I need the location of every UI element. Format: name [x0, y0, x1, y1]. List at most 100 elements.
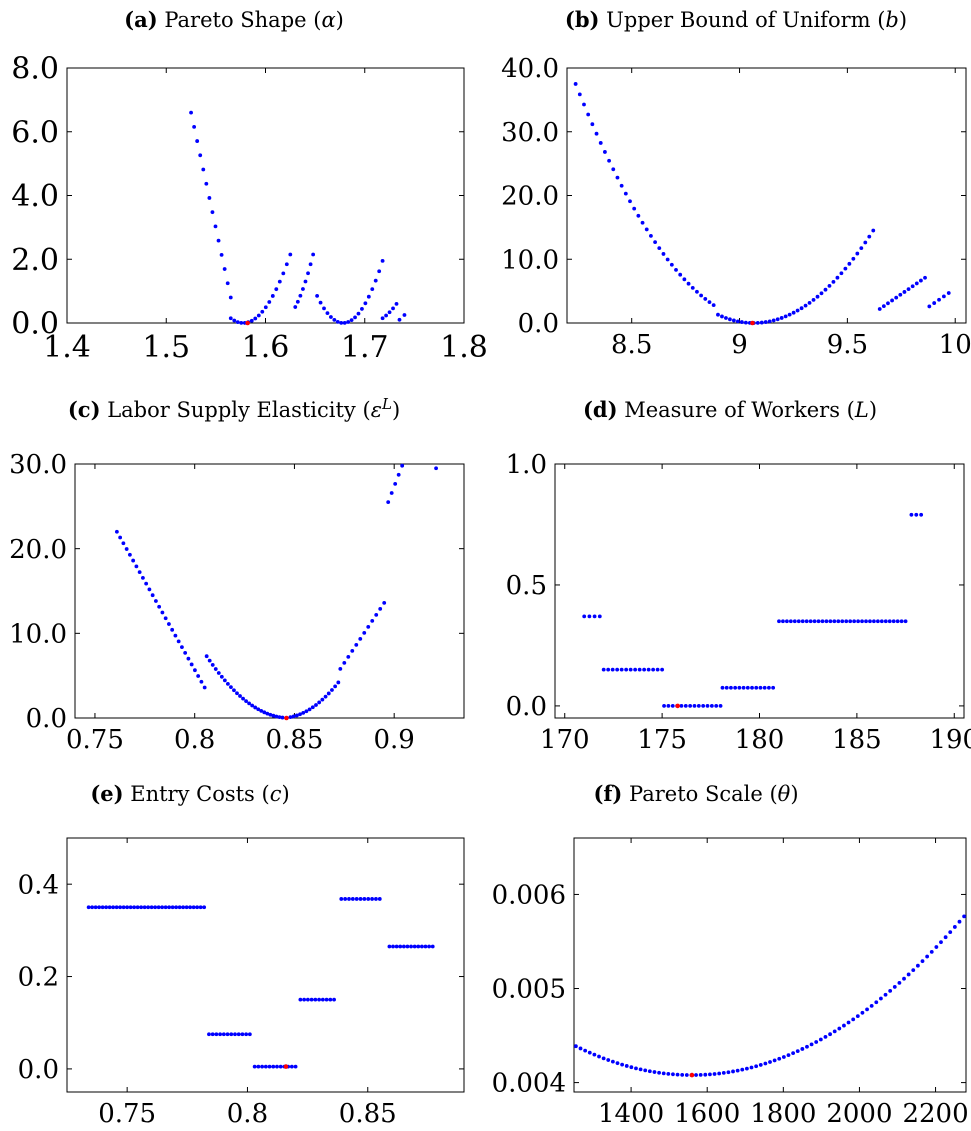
panel-f-point: [592, 1052, 597, 1057]
panel-f-point: [943, 935, 948, 940]
panel-b-xtick-label: 8.5: [611, 330, 652, 360]
panel-b-point: [619, 183, 624, 188]
panel-b-ytick-label: 0.0: [518, 309, 559, 339]
panel-f-point: [962, 914, 966, 919]
panel-c-point: [247, 701, 252, 706]
panel-f-ytick-label: 0.006: [492, 881, 566, 911]
panel-f-xtick-label: 1400: [598, 1099, 664, 1129]
panel-a-frame: [66, 67, 465, 324]
panel-d-ytick-label: 0.0: [506, 692, 547, 722]
panel-f-point: [832, 1029, 837, 1034]
panel-b-point: [603, 150, 607, 154]
panel-f-point: [749, 1065, 754, 1070]
panel-c-point: [210, 663, 215, 667]
panel-c-point: [382, 600, 387, 605]
panel-f-point: [758, 1063, 763, 1067]
panel-f-point: [809, 1042, 814, 1047]
panel-e-point: [170, 905, 175, 910]
panel-c-point: [342, 660, 347, 665]
panel-d-point: [777, 619, 781, 624]
panel-e-point: [366, 897, 371, 901]
panel-c-xtick-label: 0.8: [174, 725, 215, 755]
panel-e-point: [221, 1032, 226, 1037]
panel-c-point: [336, 680, 341, 685]
panel-d-point: [887, 619, 892, 624]
panel-c-point: [183, 651, 188, 655]
panel-c-point: [304, 709, 309, 714]
panel-f-point: [957, 919, 962, 924]
panel-d-point: [729, 685, 733, 690]
panel-a-point: [332, 318, 337, 322]
panel-d-point: [895, 619, 900, 624]
panel-c-point: [207, 658, 212, 663]
panel-b-point: [863, 240, 868, 245]
panel-f-point: [726, 1070, 731, 1075]
panel-f-point: [661, 1071, 666, 1076]
panel-b-ytick-label: 40.0: [501, 54, 559, 84]
panel-a-point: [267, 300, 272, 304]
panel-b-point: [743, 320, 748, 325]
panel-c-point: [354, 642, 359, 647]
panel-d-point: [919, 512, 924, 517]
panel-b-ytick-label: 20.0: [501, 182, 559, 212]
panel-f-point: [652, 1070, 657, 1074]
panel-d-point: [796, 619, 801, 624]
panel-b-point: [795, 308, 800, 313]
panel-f-point: [948, 930, 953, 935]
panel-f-point: [800, 1047, 805, 1051]
panel-c-point: [326, 691, 331, 696]
panel-e-point: [401, 944, 406, 949]
panel-c-point: [180, 645, 184, 650]
panel-d-minimum-point: [675, 703, 680, 709]
panel-e-point: [229, 1032, 234, 1037]
panel-a-point: [260, 309, 265, 314]
panel-f-point: [934, 945, 939, 949]
panel-d-point: [788, 619, 793, 624]
panel-d-xtick-label: 190: [929, 725, 971, 755]
panel-c-point: [222, 678, 227, 683]
panel-c-point: [186, 656, 191, 661]
panel-a-point: [204, 181, 209, 186]
panel-e-point: [358, 897, 363, 901]
panel-c-point: [250, 703, 255, 708]
panel-e-point: [309, 997, 314, 1002]
panel-d-point: [864, 619, 868, 624]
panel-b-point: [871, 228, 876, 233]
panel-a-point: [339, 320, 344, 325]
panel-c-point: [434, 466, 438, 471]
panel-d-point: [724, 685, 729, 690]
panel-e-point: [146, 905, 151, 910]
panel-e-point: [195, 905, 200, 910]
panel-a-point: [325, 311, 330, 316]
panel-c-point: [346, 654, 351, 659]
panel-f-point: [772, 1058, 777, 1063]
panel-c-point: [314, 703, 318, 707]
panel-d-point: [660, 667, 665, 672]
panel-e-point: [135, 905, 140, 910]
panel-b-point: [690, 285, 695, 290]
panel-e-point: [214, 1032, 219, 1037]
panel-c-point: [265, 711, 270, 716]
panel-b-frame: [566, 67, 967, 324]
panel-e-point: [244, 1032, 249, 1037]
panel-b-point: [716, 312, 720, 317]
panel-c-point: [147, 587, 152, 592]
panel-a-point: [207, 196, 212, 200]
panel-c-point: [366, 624, 371, 629]
panel-b-point: [791, 310, 796, 315]
panel-a-ytick-label: 6.0: [11, 115, 59, 150]
panel-c-point: [271, 713, 276, 718]
panel-b-point: [636, 213, 641, 218]
panel-a-point: [295, 299, 300, 304]
panel-f-point: [855, 1014, 860, 1019]
panel-f-point: [814, 1040, 819, 1044]
panel-c-frame: [74, 463, 465, 719]
panel-d-point: [655, 667, 660, 672]
panel-d-point: [784, 619, 789, 624]
panel-e-point: [252, 1064, 257, 1069]
panel-f-point: [666, 1071, 671, 1076]
panel-a-point: [306, 271, 310, 276]
panel-e-point: [362, 897, 367, 901]
panel-c-point: [323, 694, 328, 699]
panel-a-point: [198, 153, 203, 158]
